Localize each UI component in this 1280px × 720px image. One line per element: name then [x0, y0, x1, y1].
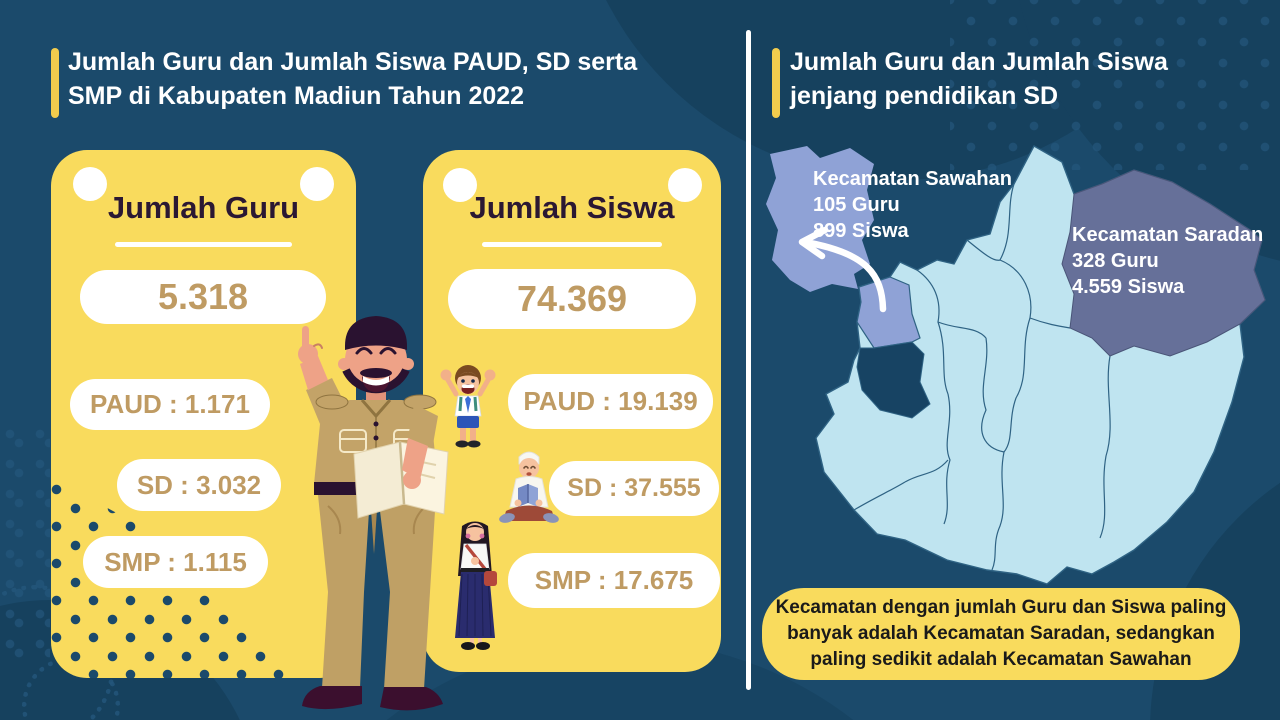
saradan-siswa: 4.559 Siswa	[1072, 276, 1185, 298]
siswa-total-pill: 74.369	[448, 269, 696, 329]
guru-total-pill: 5.318	[80, 270, 326, 324]
siswa-total-value: 74.369	[516, 278, 628, 319]
pin-circle-icon	[443, 168, 477, 202]
teacher-shoe-right	[380, 687, 443, 711]
guru-card: Jumlah Guru 5.318 PAUD : 1.171 SD : 3.03…	[51, 150, 356, 678]
arrow-icon	[798, 226, 887, 313]
guru-sd-value: SD : 3.032	[136, 469, 262, 500]
teacher-mustache	[360, 368, 392, 378]
left-title-accent-bar	[51, 48, 59, 118]
teacher-shoe-left	[302, 686, 362, 710]
saradan-label: Kecamatan Saradan 328 Guru 4.559 Siswa	[1072, 222, 1263, 300]
right-title-line1: Jumlah Guru dan Jumlah Siswa	[790, 48, 1168, 76]
siswa-sd-value: SD : 37.555	[567, 474, 701, 502]
guru-paud-value: PAUD : 1.171	[90, 389, 250, 419]
sawahan-guru: 105 Guru	[813, 194, 900, 216]
teacher-hand-right	[403, 471, 421, 489]
siswa-smp-pill: SMP : 17.675	[508, 553, 720, 608]
teacher-eyes	[355, 347, 397, 355]
conclusion-note-box: Kecamatan dengan jumlah Guru dan Siswa p…	[762, 588, 1240, 680]
guru-title-underline	[115, 242, 292, 247]
teacher-leg-right	[378, 495, 436, 689]
teacher-forearm-right	[402, 438, 428, 480]
siswa-smp-value: SMP : 17.675	[534, 565, 694, 595]
guru-total-value: 5.318	[157, 276, 249, 317]
siswa-card-title: Jumlah Siswa	[469, 190, 675, 225]
section-divider	[746, 30, 751, 690]
siswa-card: Jumlah Siswa 74.369 PAUD : 19.139 SD : 3…	[423, 150, 721, 672]
guru-sd-pill: SD : 3.032	[117, 459, 281, 511]
left-title-line2: SMP di Kabupaten Madiun Tahun 2022	[68, 82, 525, 110]
region-saradan	[1061, 169, 1266, 357]
conclusion-note-text: Kecamatan dengan jumlah Guru dan Siswa p…	[775, 597, 1227, 670]
sawahan-name: Kecamatan Sawahan	[813, 168, 1012, 190]
teacher-cap	[345, 316, 407, 350]
map-district-boundaries	[853, 183, 1111, 571]
siswa-sd-pill: SD : 37.555	[549, 461, 719, 516]
teacher-illustration	[298, 316, 449, 711]
saradan-name: Kecamatan Saradan	[1072, 224, 1264, 246]
guru-smp-pill: SMP : 1.115	[83, 536, 268, 588]
teacher-mouth	[362, 376, 390, 392]
standing-girl-illustration	[455, 521, 497, 650]
siswa-paud-pill: PAUD : 19.139	[508, 374, 713, 429]
pin-circle-icon	[668, 168, 702, 202]
pin-circle-icon	[300, 167, 334, 201]
left-panel-title: Jumlah Guru dan Jumlah Siswa PAUD, SD se…	[68, 45, 728, 113]
guru-card-title: Jumlah Guru	[107, 190, 300, 225]
sawahan-siswa: 899 Siswa	[813, 220, 909, 242]
region-sawahan-small	[856, 276, 921, 349]
siswa-paud-value: PAUD : 19.139	[523, 386, 698, 416]
guru-paud-pill: PAUD : 1.171	[70, 379, 270, 430]
district-map	[766, 145, 1266, 585]
left-title-line1: Jumlah Guru dan Jumlah Siswa PAUD, SD se…	[68, 48, 638, 76]
saradan-guru: 328 Guru	[1072, 250, 1159, 272]
right-panel-title: Jumlah Guru dan Jumlah Siswa jenjang pen…	[790, 45, 1260, 113]
sawahan-label: Kecamatan Sawahan 105 Guru 899 Siswa	[813, 166, 1012, 244]
sitting-boy-illustration	[499, 451, 559, 523]
cheering-boy-illustration	[440, 365, 496, 448]
teacher-fist	[298, 344, 318, 364]
teacher-leg-left	[318, 495, 370, 688]
bg-dot-pattern-topright	[950, 0, 1280, 170]
teacher-book	[353, 441, 405, 519]
right-title-line2: jenjang pendidikan SD	[790, 82, 1059, 110]
teacher-sleeve-right	[408, 404, 438, 450]
pin-circle-icon	[73, 167, 107, 201]
right-title-accent-bar	[772, 48, 780, 118]
teacher-forearm-left	[300, 356, 328, 390]
guru-smp-value: SMP : 1.115	[104, 546, 247, 577]
region-dark-district	[856, 341, 931, 419]
siswa-title-underline	[482, 242, 662, 247]
